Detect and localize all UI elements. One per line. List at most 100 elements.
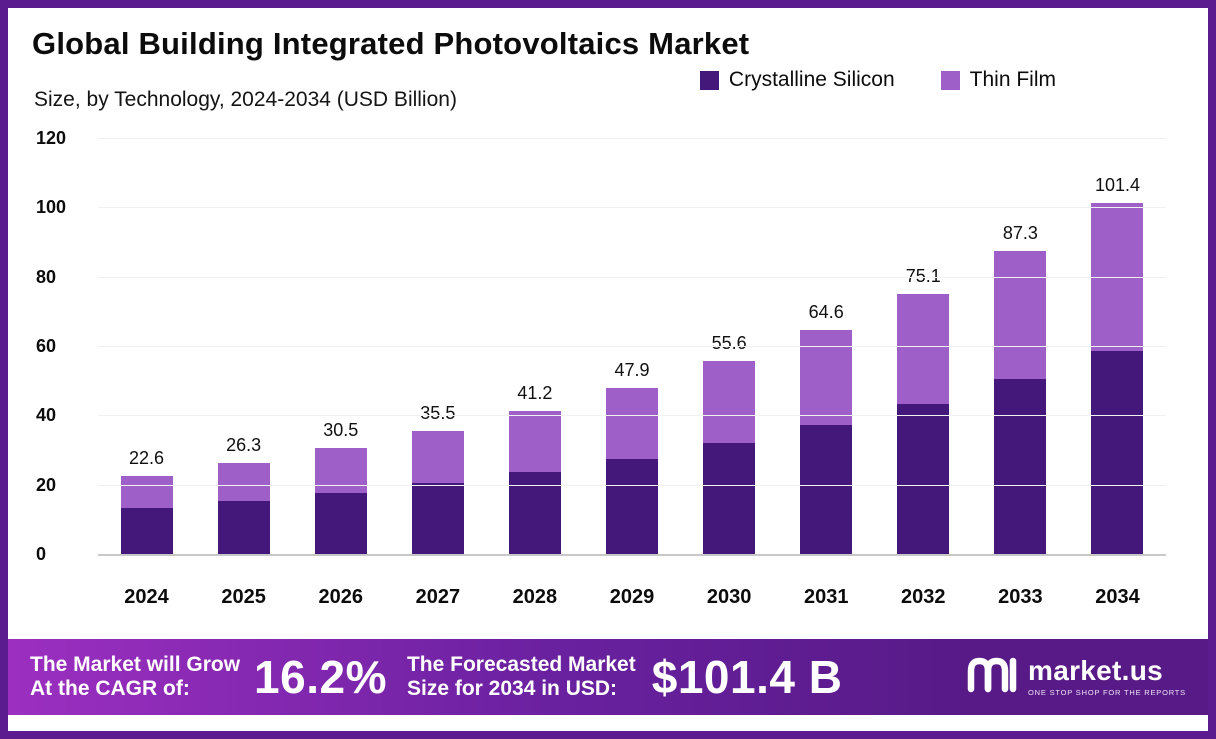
forecast-text-line1: The Forecasted Market (406, 652, 636, 676)
bar-segment-thin-film (120, 475, 173, 509)
bar-total-label: 41.2 (517, 383, 553, 404)
bar-group: 64.6 (778, 138, 875, 554)
gridline (98, 207, 1166, 209)
bar-segment-crystalline (800, 425, 853, 554)
bar-segment-thin-film (217, 462, 270, 501)
x-tick-label: 2024 (124, 586, 169, 608)
legend-swatch-thin-film (940, 70, 960, 90)
page-title: Global Building Integrated Photovoltaics… (32, 26, 750, 61)
legend-item-crystalline: Crystalline Silicon (699, 68, 895, 92)
bar-stack (411, 430, 464, 554)
y-tick-label: 80 (36, 266, 57, 287)
legend: Crystalline Silicon Thin Film (699, 68, 1056, 92)
x-tick-label: 2030 (706, 586, 752, 608)
page-subtitle: Size, by Technology, 2024-2034 (USD Bill… (34, 88, 457, 111)
forecast-value: $101.4 B (651, 651, 843, 703)
bar-group: 47.9 (583, 138, 680, 554)
bar-stack (800, 330, 853, 554)
legend-label-thin-film: Thin Film (969, 68, 1056, 91)
gridline (98, 276, 1166, 278)
bar-group: 75.1 (875, 138, 972, 554)
bar-total-label: 87.3 (1002, 223, 1038, 244)
x-tick-label: 2027 (415, 586, 461, 608)
legend-label-crystalline: Crystalline Silicon (728, 68, 895, 91)
bar-segment-crystalline (606, 458, 659, 554)
stacked-bar-chart: 0 20 40 60 80 100 120 22.6 26.3 30.5 35.5 41.2 47.9… (36, 128, 1166, 598)
gridline (98, 484, 1166, 486)
cagr-text-line1: The Market will Grow (30, 652, 241, 676)
bar-stack (120, 475, 173, 554)
x-tick-label: 2025 (221, 586, 266, 608)
legend-swatch-crystalline (699, 70, 719, 90)
bar-group: 26.3 (195, 138, 292, 554)
x-tick-label: 2031 (803, 586, 849, 608)
x-tick-label: 2026 (318, 586, 363, 608)
y-tick-label: 40 (36, 405, 57, 426)
bar-group: 22.6 (98, 138, 195, 554)
bar-total-label: 75.1 (905, 265, 941, 286)
cagr-value: 16.2% (254, 651, 387, 703)
x-tick-label: 2028 (512, 586, 558, 608)
bar-segment-crystalline (897, 403, 950, 554)
bar-group: 55.6 (681, 138, 778, 554)
bar-stack (508, 411, 561, 554)
bar-segment-thin-film (1091, 202, 1144, 351)
y-tick-label: 100 (36, 197, 67, 218)
bar-segment-thin-film (994, 251, 1047, 380)
cagr-text-block: The Market will Grow At the CAGR of: (30, 653, 240, 701)
bar-segment-crystalline (703, 443, 756, 554)
brand-tagline: ONE STOP SHOP FOR THE REPORTS (1028, 688, 1186, 698)
bar-stack (994, 251, 1047, 554)
legend-item-thin-film: Thin Film (940, 68, 1056, 92)
bar-group: 87.3 (972, 138, 1069, 554)
gridline (98, 138, 1166, 139)
bar-segment-thin-film (897, 293, 950, 404)
bar-segment-thin-film (606, 387, 659, 459)
gridline (98, 346, 1166, 347)
y-tick-label: 0 (36, 544, 47, 564)
gridline (98, 415, 1166, 417)
y-tick-label: 120 (36, 128, 67, 148)
bar-stack (897, 293, 950, 554)
bar-stack (703, 361, 756, 554)
bar-total-label: 64.6 (808, 302, 844, 323)
bar-segment-crystalline (411, 483, 464, 554)
bar-total-label: 47.9 (614, 359, 650, 380)
bar-total-label: 30.5 (323, 420, 359, 441)
x-tick-label: 2032 (901, 586, 946, 608)
bar-total-label: 35.5 (420, 402, 456, 423)
bar-segment-crystalline (217, 500, 270, 554)
x-axis-labels: 2024 2025 2026 2027 2028 2029 2030 2031 2032 2033… (98, 570, 1166, 609)
bar-segment-crystalline (994, 379, 1047, 554)
bar-stack (217, 462, 270, 554)
y-axis: 0 20 40 60 80 100 120 (36, 128, 98, 598)
bar-total-label: 55.6 (711, 333, 747, 354)
bar-segment-crystalline (314, 492, 367, 554)
bar-segment-thin-film (411, 430, 464, 484)
bar-segment-thin-film (800, 330, 853, 426)
bar-total-label: 22.6 (129, 447, 165, 468)
y-tick-label: 60 (36, 336, 57, 356)
bar-stack (1091, 202, 1144, 554)
bar-segment-crystalline (1091, 350, 1144, 554)
bottom-banner: The Market will Grow At the CAGR of: 16.… (8, 639, 1208, 715)
bar-segment-thin-film (703, 361, 756, 444)
forecast-text-block: The Forecasted Market Size for 2034 in U… (407, 653, 636, 701)
bar-stack (606, 387, 659, 554)
gridline (98, 554, 1166, 556)
bar-group: 30.5 (292, 138, 389, 554)
x-tick-label: 2033 (998, 586, 1043, 608)
bars: 22.6 26.3 30.5 35.5 41.2 47.9 55.6 64.6 75.1 87.3… (98, 138, 1166, 554)
brand-text: market.us ONE STOP SHOP FOR THE REPORTS (1028, 657, 1186, 697)
bar-group: 35.5 (389, 138, 486, 554)
bar-total-label: 101.4 (1094, 174, 1140, 195)
market-us-logo-icon (966, 656, 1018, 699)
brand-group: market.us ONE STOP SHOP FOR THE REPORTS (966, 656, 1186, 699)
bar-group: 101.4 (1069, 138, 1166, 554)
cagr-text-line2: At the CAGR of: (30, 677, 190, 700)
bar-total-label: 26.3 (226, 434, 262, 455)
y-tick-label: 20 (36, 474, 57, 495)
brand-name: market.us (1028, 655, 1164, 687)
x-tick-label: 2034 (1095, 586, 1140, 608)
